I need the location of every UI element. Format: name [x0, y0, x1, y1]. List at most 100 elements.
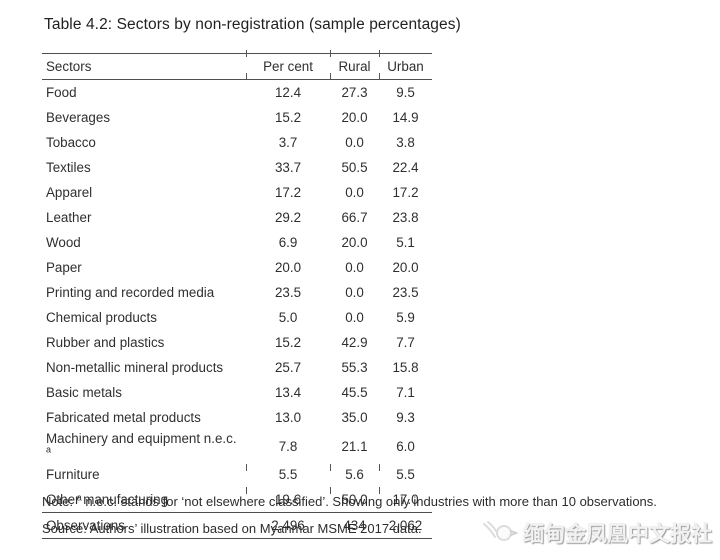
urban-cell: 14.9 — [392, 110, 419, 125]
rural-cell: 0.0 — [345, 310, 364, 325]
note-superscript: a — [76, 492, 82, 503]
column-divider-tick — [379, 464, 380, 471]
urban-cell: 5.1 — [396, 235, 415, 250]
table-row: Textiles 33.7 50.5 22.4 — [42, 155, 432, 180]
rural-cell: 27.3 — [341, 85, 368, 100]
note-text: n.e.c. stands for ‘not elsewhere classif… — [81, 494, 657, 509]
urban-cell: 3.8 — [396, 135, 415, 150]
table-row: Printing and recorded media 23.5 0.0 23.5 — [42, 280, 432, 305]
rural-cell: 0.0 — [345, 135, 364, 150]
percent-cell: 3.7 — [278, 135, 298, 150]
observations-urban: 2,062 — [379, 512, 432, 539]
percent-cell: 25.7 — [274, 360, 302, 375]
column-header-rural: Rural — [330, 53, 379, 80]
percent-cell: 19.6 — [274, 492, 302, 507]
column-divider-tick — [330, 73, 331, 80]
table-row: Paper 20.0 0.0 20.0 — [42, 255, 432, 280]
table-row: Fabricated metal products 13.0 35.0 9.3 — [42, 405, 432, 430]
rural-cell: 21.1 — [341, 438, 368, 454]
data-table: Sectors Per cent Rural Urban Food 12.4 27.… — [42, 53, 432, 539]
column-divider-tick — [379, 487, 380, 494]
observations-percent: 2,496 — [246, 512, 330, 539]
table-note: Note: a n.e.c. stands for ‘not elsewhere… — [42, 492, 657, 509]
sector-cell: Chemical products — [46, 310, 157, 325]
column-divider-tick — [379, 73, 380, 80]
percent-cell: 7.8 — [278, 438, 298, 454]
watermark: 缅甸金凤凰中文报社 — [482, 518, 712, 548]
observations-rural: 434 — [330, 512, 379, 539]
sector-cell: Machinery and equipment n.e.c. a — [46, 431, 237, 455]
sector-cell: Printing and recorded media — [46, 285, 215, 300]
urban-cell: 20.0 — [392, 260, 419, 275]
percent-cell: 23.5 — [274, 285, 302, 300]
urban-cell: 17.2 — [392, 185, 419, 200]
sector-cell: Fabricated metal products — [46, 410, 201, 425]
urban-cell: 5.5 — [396, 467, 415, 482]
rural-cell: 42.9 — [341, 335, 368, 350]
percent-cell: 29.2 — [274, 210, 302, 225]
urban-cell: 9.5 — [396, 85, 415, 100]
rural-cell: 50.0 — [341, 492, 368, 507]
table-row: Wood 6.9 20.0 5.1 — [42, 230, 432, 255]
column-divider-tick — [330, 487, 331, 494]
percent-cell: 12.4 — [274, 85, 302, 100]
percent-cell: 17.2 — [274, 185, 302, 200]
urban-cell: 7.7 — [396, 335, 415, 350]
table-body: Food 12.4 27.3 9.5 Beverages 15.2 20.0 14.9 Toba… — [42, 80, 432, 513]
rural-cell: 50.5 — [341, 160, 368, 175]
sector-cell: Rubber and plastics — [46, 335, 165, 350]
percent-cell: 15.2 — [274, 110, 302, 125]
rural-cell: 45.5 — [341, 385, 368, 400]
header-row: Sectors Per cent Rural Urban — [42, 53, 432, 80]
table-row: Apparel 17.2 0.0 17.2 — [42, 180, 432, 205]
percent-cell: 20.0 — [274, 260, 302, 275]
rural-cell: 66.7 — [341, 210, 368, 225]
sector-cell: Wood — [46, 235, 81, 250]
column-divider-tick — [246, 487, 247, 494]
urban-cell: 22.4 — [392, 160, 419, 175]
table-row: Chemical products 5.0 0.0 5.9 — [42, 305, 432, 330]
urban-cell: 5.9 — [396, 310, 415, 325]
sectors-table: Sectors Per cent Rural Urban Food 12.4 27.… — [42, 50, 432, 539]
rural-cell: 0.0 — [345, 260, 364, 275]
table-row: Non-metallic mineral products 25.7 55.3 15.… — [42, 355, 432, 380]
observations-row: Observations 2,496 434 2,062 — [42, 512, 432, 539]
observations-label: Observations — [42, 512, 246, 539]
column-header-sectors: Sectors — [42, 53, 246, 80]
source-line: Source: Authors’ illustration based on M… — [42, 521, 422, 536]
urban-cell: 9.3 — [396, 410, 415, 425]
sector-cell: Leather — [46, 210, 92, 225]
sector-cell: Basic metals — [46, 385, 122, 400]
table-row: Food 12.4 27.3 9.5 — [42, 80, 432, 106]
table-row: Leather 29.2 66.7 23.8 — [42, 205, 432, 230]
percent-cell: 13.4 — [274, 385, 302, 400]
sector-cell: Food — [46, 85, 77, 100]
table-row: Rubber and plastics 15.2 42.9 7.7 — [42, 330, 432, 355]
urban-cell: 17.0 — [392, 492, 419, 507]
rural-cell: 5.6 — [345, 467, 364, 482]
column-header-urban: Urban — [379, 53, 432, 80]
column-divider-tick — [246, 73, 247, 80]
rural-cell: 55.3 — [341, 360, 368, 375]
phoenix-icon — [482, 519, 519, 547]
sector-cell: Paper — [46, 260, 82, 275]
urban-cell: 7.1 — [396, 385, 415, 400]
column-header-percent: Per cent — [246, 53, 330, 80]
percent-cell: 33.7 — [274, 160, 302, 175]
page-title: Table 4.2: Sectors by non-registration (… — [44, 16, 461, 33]
rural-cell: 20.0 — [341, 235, 368, 250]
sector-superscript: a — [46, 444, 52, 455]
table-row: Beverages 15.2 20.0 14.9 — [42, 105, 432, 130]
urban-cell: 6.0 — [396, 438, 415, 454]
note-label: Note: — [42, 494, 77, 509]
table-row: Machinery and equipment n.e.c. a 7.8 21.1 6… — [42, 430, 432, 462]
percent-cell: 5.5 — [278, 467, 298, 482]
urban-cell: 15.8 — [392, 360, 419, 375]
percent-cell: 15.2 — [274, 335, 302, 350]
percent-cell: 5.0 — [278, 310, 298, 325]
column-divider-tick — [330, 50, 331, 57]
table-row: Other manufacturing 19.6 50.0 17.0 — [42, 487, 432, 513]
sector-cell: Apparel — [46, 185, 93, 200]
sector-cell: Beverages — [46, 110, 111, 125]
urban-cell: 23.5 — [392, 285, 419, 300]
